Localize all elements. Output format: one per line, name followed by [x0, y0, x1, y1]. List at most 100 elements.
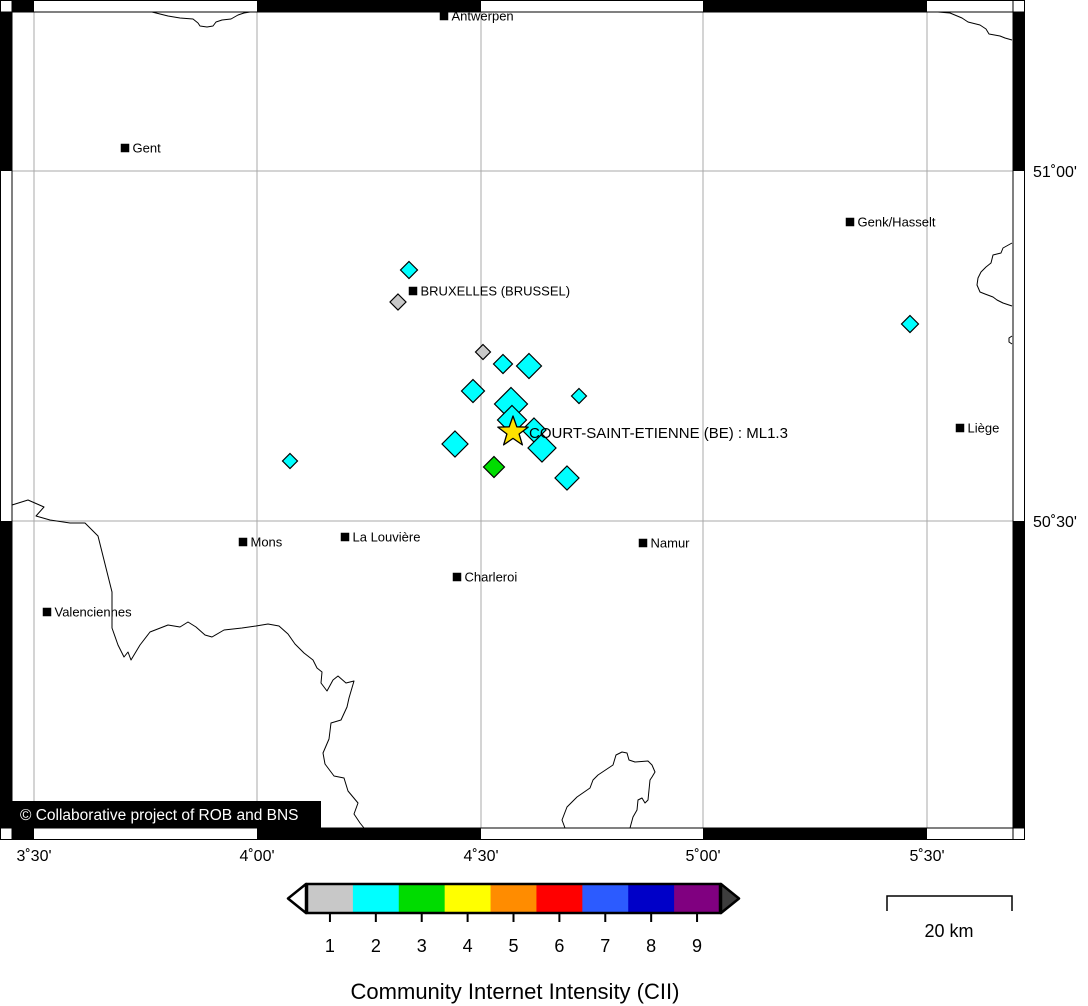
city-marker: Gent — [120, 141, 162, 156]
epicenter-label: COURT-SAINT-ETIENNE (BE) : ML1.3 — [529, 425, 788, 442]
observation-diamond-cii2 — [554, 465, 580, 491]
x-axis-label: 5˚00' — [685, 848, 720, 865]
frame-corner — [1012, 827, 1025, 840]
frame-segment-bottom — [703, 828, 927, 839]
colorbar-number: 4 — [463, 936, 473, 956]
city-label: Valenciennes — [55, 605, 133, 620]
colorbar-number: 1 — [325, 936, 335, 956]
frame-segment-bottom — [12, 828, 34, 839]
city-marker: BRUXELLES (BRUSSEL) — [408, 284, 571, 299]
observation-diamond-cii2 — [527, 433, 557, 463]
colorbar-number: 3 — [417, 936, 427, 956]
frame-segment-top — [12, 1, 34, 12]
frame-segment-right — [1013, 12, 1024, 171]
country-borders — [11, 11, 1013, 829]
city-marker: La Louvière — [340, 530, 421, 545]
observation-diamond-cii1 — [474, 343, 492, 361]
colorbar-cell — [444, 884, 492, 913]
colorbar-cell — [628, 884, 675, 913]
x-axis-label: 4˚30' — [463, 848, 498, 865]
colorbar-cell — [398, 884, 446, 913]
colorbar-cell — [674, 884, 721, 913]
country-border-nl-bulge — [976, 242, 1013, 307]
city-marker: Valenciennes — [42, 605, 133, 620]
graticule — [12, 12, 1013, 828]
frame-corner — [0, 827, 13, 840]
colorbar-ticks — [328, 913, 699, 922]
x-axis-label: 3˚30' — [16, 848, 51, 865]
epicenter-star — [497, 415, 529, 446]
city-square-icon — [845, 217, 855, 227]
country-border-givet — [561, 751, 656, 829]
colorbar-cell — [307, 884, 354, 913]
observation-diamond-cii2 — [492, 353, 514, 375]
colorbar-number: 2 — [371, 936, 381, 956]
colorbar-cell — [582, 884, 629, 913]
city-label: BRUXELLES (BRUSSEL) — [421, 284, 571, 299]
y-axis-labels: 51˚00' 50˚30' — [1033, 164, 1077, 531]
colorbar-left-arrow-icon — [286, 882, 308, 915]
distance-scalebar: 20 km — [886, 895, 1013, 941]
frame-outer-rect — [0, 0, 1025, 840]
city-square-icon — [955, 423, 965, 433]
city-square-icon — [120, 143, 130, 153]
city-label: Charleroi — [465, 570, 518, 585]
y-axis-label: 51˚00' — [1033, 164, 1077, 181]
frame-segments — [1, 1, 1024, 839]
colorbar-right-arrow-icon — [719, 882, 741, 915]
frame-segment-left — [1, 12, 12, 171]
colorbar-numbers: 1 2 3 4 5 6 7 8 9 — [325, 936, 702, 956]
observation-diamond-cii1 — [389, 293, 407, 311]
frame-segment-left — [1, 521, 12, 828]
frame-segment-top — [703, 1, 927, 12]
country-border-france — [11, 499, 365, 829]
city-marker: Mons — [238, 535, 283, 550]
city-square-icon — [238, 537, 248, 547]
scalebar-bracket — [886, 895, 1013, 911]
intensity-observations — [281, 260, 920, 491]
country-border-nl-top — [151, 11, 251, 28]
observation-diamond-cii2 — [460, 378, 486, 404]
frame-segment-top — [257, 1, 481, 12]
copyright-bar: © Collaborative project of ROB and BNS — [12, 801, 321, 828]
y-axis-label: 50˚30' — [1033, 514, 1077, 531]
colorbar-number: 5 — [508, 936, 518, 956]
copyright-background — [12, 801, 321, 828]
city-label: Mons — [251, 535, 283, 550]
city-square-icon — [638, 538, 648, 548]
city-label: Liège — [968, 421, 1000, 436]
city-label: La Louvière — [353, 530, 421, 545]
map-frame — [0, 0, 1025, 840]
city-label: Gent — [133, 141, 162, 156]
city-marker: Genk/Hasselt — [845, 215, 936, 230]
observation-diamond-cii2 — [441, 430, 469, 458]
city-label: Namur — [651, 536, 691, 551]
observation-diamond-cii3 — [482, 455, 506, 479]
city-marker: Charleroi — [452, 570, 518, 585]
city-square-icon — [42, 607, 52, 617]
frame-corner — [1012, 0, 1025, 13]
scalebar-label: 20 km — [924, 921, 973, 941]
colorbar-cell — [490, 884, 537, 913]
city-marker: Antwerpen — [439, 9, 514, 24]
country-border-nl-topright — [937, 11, 1013, 41]
city-marker: Namur — [638, 536, 691, 551]
figure-title: Community Internet Intensity (CII) — [351, 979, 680, 1004]
frame-inner-rect — [11, 11, 1014, 829]
observation-diamond-cii2 — [570, 387, 588, 405]
city-markers: Antwerpen Gent Genk/Hasselt BRUXELLES (BRUS… — [42, 9, 1000, 620]
colorbar-number: 7 — [600, 936, 610, 956]
observation-diamond-cii2 — [900, 314, 920, 334]
city-label: Genk/Hasselt — [858, 215, 936, 230]
colorbar-number: 8 — [646, 936, 656, 956]
epicenter-star-icon — [497, 415, 529, 446]
colorbar-cell — [352, 884, 400, 913]
city-square-icon — [340, 532, 350, 542]
colorbar-cells — [307, 884, 721, 913]
frame-segment-right — [1013, 521, 1024, 828]
observation-diamond-cii2 — [399, 260, 419, 280]
city-label: Antwerpen — [452, 9, 514, 24]
city-marker: Liège — [955, 421, 1000, 436]
